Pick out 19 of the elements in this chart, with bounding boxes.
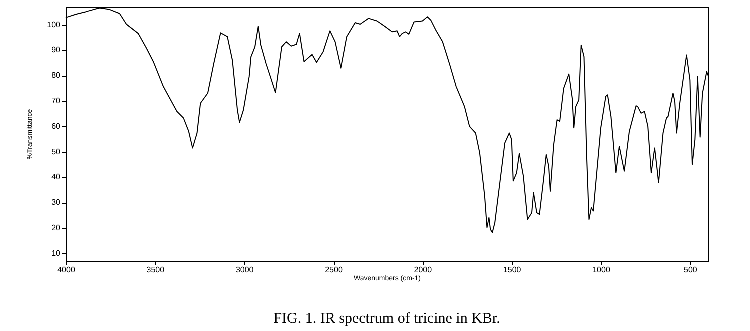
x-tick-label: 3000 <box>236 266 254 274</box>
y-tick-label: 60 <box>52 122 62 131</box>
x-tick-label: 1000 <box>592 266 611 274</box>
y-tick-label: 100 <box>47 20 62 30</box>
y-tick-label: 50 <box>52 147 62 156</box>
y-tick-label: 80 <box>52 71 62 80</box>
x-tick-label: 1500 <box>503 266 522 274</box>
y-tick-label: 20 <box>52 223 62 232</box>
y-tick-label: 30 <box>52 198 62 208</box>
y-tick-label: 90 <box>52 46 62 55</box>
y-tick-label: 10 <box>52 248 62 258</box>
x-tick-label: 2500 <box>325 266 344 274</box>
x-tick-label: 2000 <box>414 266 433 274</box>
x-tick-label: 4000 <box>58 266 76 274</box>
text: FIG. 1. IR spectrum of tricine in KBr. <box>274 311 500 327</box>
y-tick-label: 70 <box>52 96 62 106</box>
y-tick-label: 40 <box>52 172 62 182</box>
x-tick-label: 3500 <box>146 266 166 274</box>
x-tick-label: 500 <box>684 266 698 274</box>
